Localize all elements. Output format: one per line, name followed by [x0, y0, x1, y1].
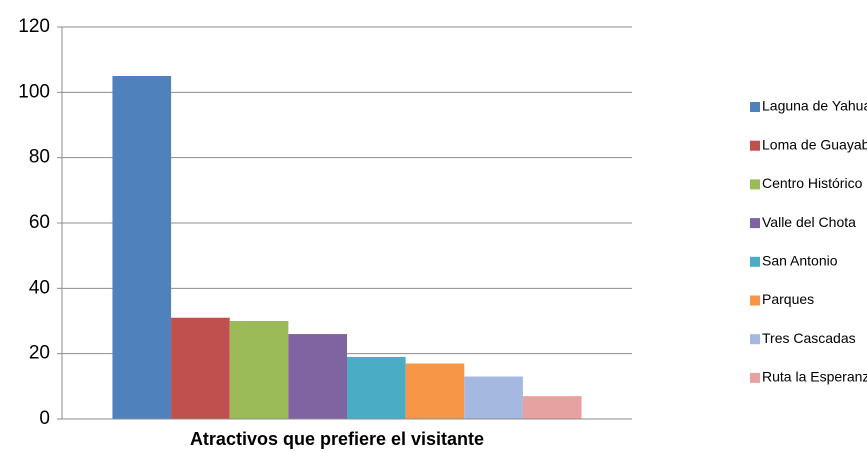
y-tick-label: 120 [18, 16, 50, 37]
bar [229, 321, 289, 419]
bar [522, 396, 582, 419]
legend-label: Tres Cascadas [762, 330, 856, 346]
legend-label: Parques [762, 291, 814, 307]
y-tick-label: 20 [29, 343, 50, 364]
legend-label: Ruta la Esperanza [762, 369, 867, 385]
legend-swatch [750, 218, 760, 229]
y-tick-label: 60 [29, 212, 50, 233]
bar [347, 356, 406, 419]
x-tick-label: Atractivos que prefiere el visitante [190, 429, 484, 449]
y-tick-label: 100 [18, 81, 50, 102]
legend-swatch [750, 372, 760, 383]
bar [405, 363, 465, 419]
bar [171, 317, 230, 419]
bar [112, 76, 172, 419]
legend-swatch [750, 102, 760, 112]
legend-swatch [750, 256, 760, 267]
legend-swatch [750, 334, 760, 345]
legend-swatch [750, 295, 760, 306]
bar [464, 376, 523, 419]
legend-label: San Antonio [762, 253, 838, 269]
legend-label: Centro Histórico [762, 175, 863, 191]
y-tick-label: 0 [39, 408, 50, 429]
y-tick-label: 40 [29, 277, 50, 298]
y-tick-label: 80 [29, 147, 50, 168]
legend-label: Loma de Guayabillas [762, 136, 867, 152]
legend-swatch [750, 179, 760, 190]
bar [288, 334, 347, 419]
legend-swatch [750, 140, 760, 151]
legend-label: Laguna de Yahuarcocha [762, 98, 867, 114]
legend-label: Valle del Chota [762, 214, 856, 230]
